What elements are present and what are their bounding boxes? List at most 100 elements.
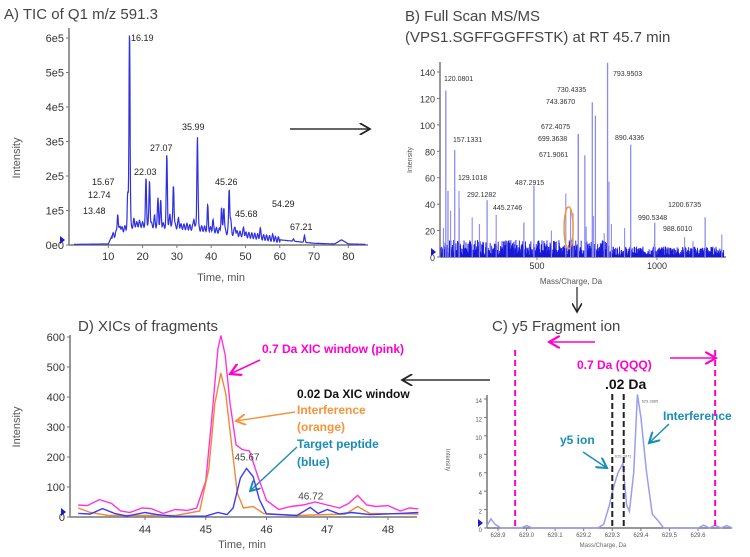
xic-series-pink (78, 335, 419, 515)
panel-d-y-label: Intensity (11, 406, 23, 447)
annotation-blue-1: Target peptide (297, 437, 379, 451)
annotation-pink-window: 0.7 Da XIC window (pink) (262, 342, 404, 356)
peak-label: 54.29 (272, 199, 295, 209)
peak-label: 46.72 (298, 491, 323, 502)
panel-c-y-tick-label: 8 (479, 454, 483, 460)
annotation-narrow-window: 0.02 Da XIC window (297, 387, 410, 401)
arrow-y5-ion (582, 451, 607, 468)
panel-a-y-tick-label: 4e5 (46, 102, 64, 114)
panel-d-x-tick-label: 46 (260, 524, 272, 536)
panel-b-y-tick-label: 140 (420, 68, 435, 78)
panel-d-y-tick-label: 100 (47, 482, 65, 494)
annotation-y5-ion: y5 ion (560, 433, 595, 447)
panel-d-y-tick-label: 400 (47, 392, 65, 404)
panel-a-y-label: Intensity (11, 137, 23, 178)
panel-d-x-label: Time, min (218, 539, 266, 551)
peak-label: 129.1018 (458, 175, 487, 182)
panel-c-x-tick-label: 629.3 (605, 533, 621, 539)
peak-label: 1200.6735 (668, 202, 701, 209)
panel-d-title: D) XICs of fragments (78, 318, 218, 335)
peak-label: 13.48 (83, 206, 106, 216)
panel-c-title: C) y5 Fragment ion (492, 318, 620, 335)
panel-c-y-tick-label: 12 (475, 417, 482, 423)
panel-c-y-tick-label: 10 (475, 436, 482, 442)
arrow-blue (250, 446, 298, 491)
peak-label: 157.1331 (453, 137, 482, 144)
panel-d-y-tick-label: 300 (47, 422, 65, 434)
panel-b-x-tick-label: 1000 (647, 261, 667, 271)
peak-label: 67.21 (290, 222, 313, 232)
panel-a-x-tick-label: 80 (342, 251, 354, 263)
peak-label: 890.4336 (615, 135, 644, 142)
annotation-orange-1: Interference (297, 403, 366, 417)
xic-series-orange (77, 372, 419, 517)
peak-label: 743.3670 (546, 99, 575, 106)
panel-c-y-tick-label: 2 (479, 510, 483, 516)
peak-label: 27.07 (150, 143, 173, 153)
panel-a-y-tick-label: 3e5 (46, 137, 64, 149)
panel-d-y-tick-label: 200 (47, 452, 65, 464)
panel-c-y-tick-label: 4 (479, 491, 483, 497)
peak-label: 45.68 (235, 209, 258, 219)
panel-c-x-tick-label: 629.5 (662, 533, 678, 539)
panel-a-x-label: Time, min (197, 272, 245, 284)
panel-c-y5-fragment: C) y5 Fragment ion Mass/Charge, Da Inten… (444, 318, 733, 549)
panel-b-title-line2: (VPS1.SGFFGGFFSTK) at RT 45.7 min (405, 29, 670, 46)
peak-label: 445.2746 (493, 205, 522, 212)
panel-c-x-tick-label: 629.4 (633, 533, 649, 539)
panel-c-y-label: Intensity (444, 449, 450, 471)
panel-c-y-tick-label: 6 (479, 473, 483, 479)
peak-label: 16.19 (131, 33, 154, 43)
panel-a-y-tick-label: 0e0 (46, 240, 64, 252)
arrow-pink (230, 359, 261, 374)
peak-label: 672.4075 (541, 124, 570, 131)
panel-d-x-tick-label: 44 (139, 524, 151, 536)
peak-label: 45.26 (215, 177, 238, 187)
profile-trace (485, 394, 733, 529)
panel-c-x-tick-label: 629.0 (519, 533, 535, 539)
panel-c-marker-icon (478, 519, 483, 527)
panel-a-x-tick-label: 10 (102, 251, 114, 263)
panel-d-x-tick-label: 47 (321, 524, 333, 536)
panel-b-marker-icon (431, 248, 436, 256)
annotation-qqq-window: 0.7 Da (QQQ) (577, 358, 652, 372)
panel-a-y-tick-label: 6e5 (46, 33, 64, 45)
panel-b-y-tick-label: 20 (425, 227, 435, 237)
peak-label: 120.0801 (444, 76, 473, 83)
peak-label: 292.1282 (467, 192, 496, 199)
peak-label: 699.3638 (538, 136, 567, 143)
panel-b-y-label: Intensity (407, 146, 414, 173)
panel-a-x-tick-label: 40 (205, 251, 217, 263)
panel-a-x-tick-label: 70 (308, 251, 320, 263)
panel-b-y-tick-label: 120 (420, 94, 435, 104)
xic-series-blue (78, 467, 419, 518)
peak-label: 45.67 (234, 452, 259, 463)
panel-b-msms-spectrum: B) Full Scan MS/MS (VPS1.SGFFGGFFSTK) at… (405, 8, 726, 286)
panel-c-x-label: Mass/Charge, Da (580, 543, 627, 549)
panel-c-y-tick-label: 14 (475, 399, 482, 405)
panel-a-tic-chart: A) TIC of Q1 m/z 591.3 Time, min Intensi… (4, 6, 368, 284)
panel-c-x-tick-label: 628.9 (490, 533, 506, 539)
annotation-blue-2: (blue) (297, 455, 330, 469)
panel-b-x-label: Mass/Charge, Da (540, 277, 603, 286)
peak-label: 15.67 (92, 177, 115, 187)
peak-label: 22.03 (134, 167, 157, 177)
peak-label: 487.2915 (515, 180, 544, 187)
panel-d-marker-icon (61, 508, 66, 516)
panel-a-y-tick-label: 1e5 (46, 206, 64, 218)
panel-a-title: A) TIC of Q1 m/z 591.3 (4, 6, 158, 23)
panel-d-y-tick-label: 0 (59, 512, 65, 524)
arrow-orange (236, 411, 296, 421)
panel-b-y-tick-label: 80 (425, 147, 435, 157)
panel-a-y-tick-label: 2e5 (46, 171, 64, 183)
peak-label: 629.3371 (615, 454, 632, 459)
peak-label: 730.4335 (557, 87, 586, 94)
peak-label: 793.9503 (613, 71, 642, 78)
annotation-orange-2: (orange) (297, 420, 345, 434)
panel-d-x-tick-label: 48 (382, 524, 394, 536)
panel-c-x-tick-label: 629.2 (576, 533, 592, 539)
panel-a-x-tick-label: 50 (239, 251, 251, 263)
panel-c-x-tick-label: 629.1 (548, 533, 564, 539)
panel-d-xic-chart: D) XICs of fragments Time, min Intensity… (11, 318, 419, 551)
